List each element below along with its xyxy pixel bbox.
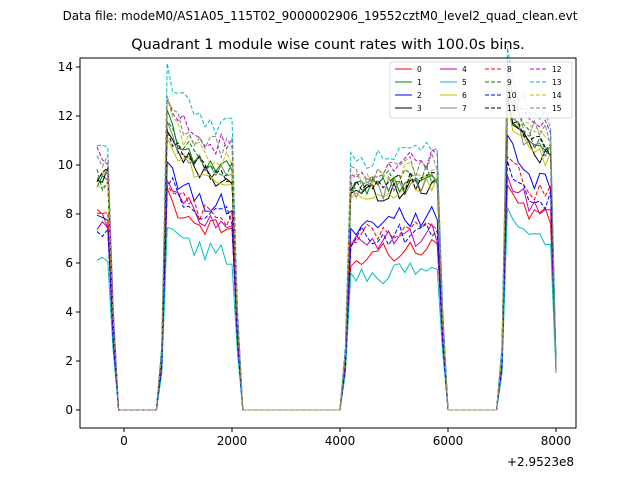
- legend-label-14: 14: [552, 91, 562, 100]
- legend-label-2: 2: [417, 91, 422, 100]
- x-tick-label: 2000: [217, 434, 248, 448]
- legend-label-1: 1: [417, 78, 422, 87]
- y-tick-label: 4: [65, 305, 73, 319]
- series-line-15: [96, 83, 557, 411]
- legend-label-8: 8: [507, 65, 512, 74]
- y-tick-label: 8: [65, 207, 73, 221]
- legend-label-10: 10: [507, 91, 517, 100]
- legend-label-6: 6: [462, 91, 467, 100]
- x-tick-label: 4000: [325, 434, 356, 448]
- legend-label-5: 5: [462, 78, 467, 87]
- legend-label-12: 12: [552, 65, 562, 74]
- x-tick-label: 0: [120, 434, 128, 448]
- plot-frame: [79, 57, 577, 429]
- x-tick-label: 6000: [433, 434, 464, 448]
- legend-label-0: 0: [417, 65, 422, 74]
- legend-label-3: 3: [417, 104, 422, 113]
- y-axis: 0 2 4 6 8 10 12 14: [58, 60, 80, 417]
- legend-label-7: 7: [462, 104, 467, 113]
- x-tick-label: 8000: [541, 434, 572, 448]
- x-offset-label: +2.9523e8: [507, 455, 574, 469]
- legend-label-11: 11: [507, 104, 517, 113]
- y-tick-label: 14: [58, 60, 73, 74]
- y-tick-label: 0: [65, 403, 73, 417]
- y-tick-label: 12: [58, 109, 73, 123]
- chart-title: Quadrant 1 module wise count rates with …: [131, 37, 525, 53]
- legend-label-15: 15: [552, 104, 562, 113]
- x-axis: 0 2000 4000 6000 8000: [120, 428, 571, 448]
- legend-label-4: 4: [462, 65, 467, 74]
- figure-suptitle: Data file: modeM0/AS1A05_115T02_90000029…: [63, 9, 578, 23]
- series-lines: [96, 47, 557, 411]
- legend-label-9: 9: [507, 78, 512, 87]
- legend-label-13: 13: [552, 78, 562, 87]
- legend-frame: [389, 61, 573, 119]
- y-tick-label: 6: [65, 256, 73, 270]
- y-tick-label: 10: [58, 158, 73, 172]
- y-tick-label: 2: [65, 354, 73, 368]
